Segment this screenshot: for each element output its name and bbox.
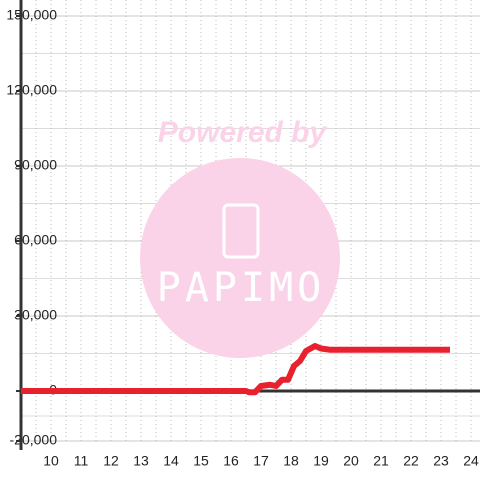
watermark-logo: PAPIMO bbox=[157, 265, 326, 311]
y-tick-label: 150,000 bbox=[6, 7, 57, 23]
x-tick-label: 16 bbox=[223, 453, 239, 469]
x-tick-label: 14 bbox=[163, 453, 179, 469]
x-tick-label: 17 bbox=[253, 453, 269, 469]
x-tick-label: 21 bbox=[373, 453, 389, 469]
watermark-text: Powered by bbox=[158, 116, 328, 149]
x-tick-label: 12 bbox=[103, 453, 119, 469]
watermark-icon bbox=[222, 203, 260, 259]
y-tick-label: 60,000 bbox=[14, 232, 57, 248]
x-tick-label: 23 bbox=[433, 453, 449, 469]
x-tick-label: 13 bbox=[133, 453, 149, 469]
x-tick-label: 18 bbox=[283, 453, 299, 469]
x-tick-label: 11 bbox=[74, 453, 89, 469]
x-tick-label: 19 bbox=[313, 453, 329, 469]
x-tick-label: 10 bbox=[43, 453, 59, 469]
y-tick-label: -20,000 bbox=[10, 432, 58, 448]
x-tick-label: 20 bbox=[343, 453, 359, 469]
series-line bbox=[21, 343, 450, 396]
watermark: Powered by PAPIMO bbox=[140, 116, 340, 358]
y-tick-label: 30,000 bbox=[14, 307, 57, 323]
y-tick-label: 90,000 bbox=[14, 157, 57, 173]
y-tick-label: 120,000 bbox=[6, 82, 57, 98]
x-tick-label: 15 bbox=[193, 453, 209, 469]
x-tick-label: 24 bbox=[463, 453, 479, 469]
x-tick-label: 22 bbox=[403, 453, 419, 469]
